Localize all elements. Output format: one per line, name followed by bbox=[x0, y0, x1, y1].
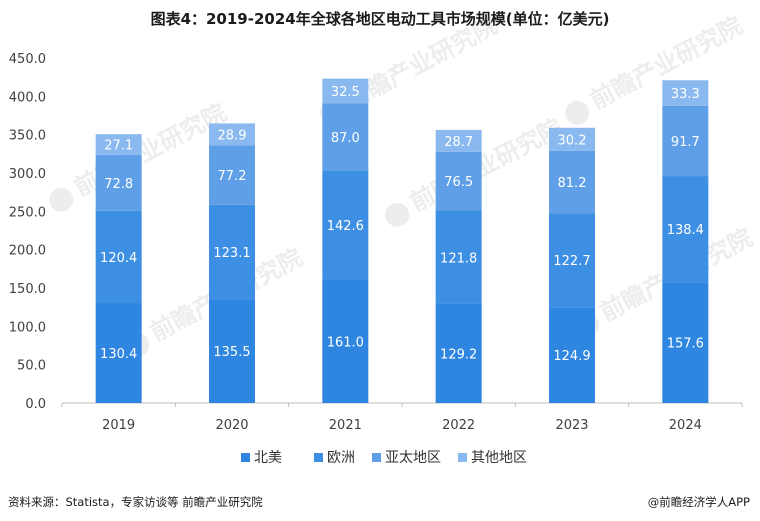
data-label: 130.4 bbox=[100, 347, 137, 362]
bar-segment bbox=[95, 303, 142, 403]
data-label: 33.3 bbox=[671, 87, 700, 102]
bar-segment bbox=[322, 103, 369, 171]
legend-label: 欧洲 bbox=[327, 450, 355, 466]
y-tick-label: 150.0 bbox=[9, 282, 46, 297]
legend-label: 其他地区 bbox=[471, 450, 527, 466]
bar-segment bbox=[662, 105, 709, 177]
data-label: 28.9 bbox=[218, 128, 247, 143]
data-label: 27.1 bbox=[104, 139, 133, 154]
data-label: 30.2 bbox=[558, 133, 587, 148]
bar-segment bbox=[209, 123, 255, 146]
y-tick-label: 50.0 bbox=[17, 359, 46, 374]
bar-segment bbox=[549, 150, 595, 214]
legend-label: 北美 bbox=[254, 450, 282, 466]
page-title: 图表4：2019-2024年全球各地区电动工具市场规模(单位：亿美元) bbox=[150, 10, 610, 28]
bar-segment bbox=[209, 204, 255, 300]
y-tick-label: 400.0 bbox=[9, 90, 46, 105]
data-label: 72.8 bbox=[104, 177, 133, 192]
y-tick-label: 450.0 bbox=[9, 52, 46, 67]
bar-segment bbox=[435, 303, 482, 403]
x-tick-label: 2020 bbox=[215, 418, 248, 433]
bar-segment bbox=[435, 129, 482, 152]
y-tick-label: 100.0 bbox=[9, 320, 46, 335]
bar-segment bbox=[95, 210, 142, 304]
x-tick-label: 2019 bbox=[102, 418, 135, 433]
bar-segment bbox=[95, 134, 142, 155]
data-label: 91.7 bbox=[671, 135, 700, 150]
brand-credit: @前瞻经济学人APP bbox=[647, 495, 750, 509]
legend-swatch bbox=[314, 453, 323, 462]
y-tick-label: 300.0 bbox=[9, 167, 46, 182]
bar-segment bbox=[549, 127, 595, 151]
legend-label: 亚太地区 bbox=[385, 450, 441, 466]
data-label: 122.7 bbox=[553, 254, 590, 269]
x-tick-label: 2022 bbox=[442, 418, 475, 433]
data-label: 77.2 bbox=[218, 169, 247, 184]
legend-swatch bbox=[372, 453, 381, 462]
bar-segment bbox=[95, 154, 142, 211]
bar-segment bbox=[209, 145, 255, 205]
y-tick-label: 200.0 bbox=[9, 244, 46, 259]
data-label: 87.0 bbox=[331, 131, 360, 146]
legend-swatch bbox=[241, 453, 250, 462]
bar-segment bbox=[435, 210, 482, 304]
data-label: 157.6 bbox=[667, 337, 704, 352]
bar-segment bbox=[322, 279, 369, 403]
x-tick-label: 2021 bbox=[329, 418, 362, 433]
data-label: 124.9 bbox=[553, 349, 590, 364]
data-label: 142.6 bbox=[327, 219, 364, 234]
data-label: 129.2 bbox=[440, 347, 477, 362]
data-label: 81.2 bbox=[558, 176, 587, 191]
bar-segment bbox=[662, 282, 709, 403]
y-tick-label: 350.0 bbox=[9, 129, 46, 144]
x-tick-label: 2024 bbox=[669, 418, 702, 433]
source-note: 资料来源：Statista，专家访谈等 前瞻产业研究院 bbox=[8, 495, 263, 509]
data-label: 76.5 bbox=[444, 175, 473, 190]
data-label: 121.8 bbox=[440, 251, 477, 266]
data-label: 120.4 bbox=[100, 251, 137, 266]
legend-swatch bbox=[458, 453, 467, 462]
y-tick-label: 250.0 bbox=[9, 205, 46, 220]
data-label: 32.5 bbox=[331, 85, 360, 100]
data-label: 135.5 bbox=[213, 345, 250, 360]
bar-segment bbox=[549, 307, 595, 403]
data-label: 123.1 bbox=[213, 246, 250, 261]
data-label: 138.4 bbox=[667, 223, 704, 238]
bar-segment bbox=[322, 170, 369, 280]
bar-segment bbox=[549, 213, 595, 308]
bar-segment bbox=[209, 299, 255, 403]
y-tick-label: 0.0 bbox=[25, 397, 46, 412]
bar-segment bbox=[662, 176, 709, 283]
bar-segment bbox=[662, 80, 709, 106]
data-label: 161.0 bbox=[327, 335, 364, 350]
x-tick-label: 2023 bbox=[555, 418, 588, 433]
data-label: 28.7 bbox=[444, 135, 473, 150]
bar-segment bbox=[322, 78, 369, 104]
bar-segment bbox=[435, 151, 482, 211]
